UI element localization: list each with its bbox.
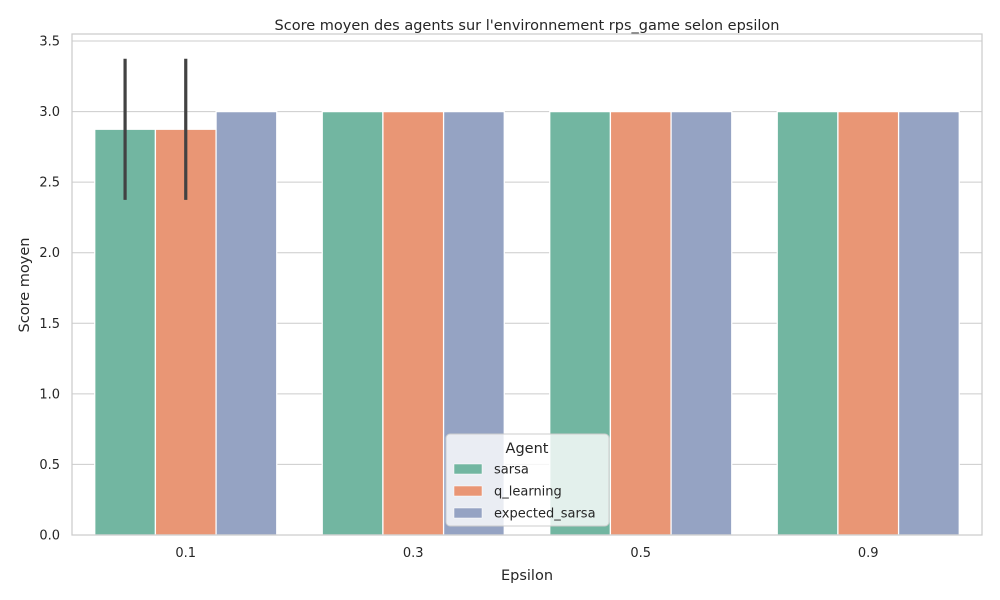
bar-sarsa-0.3 xyxy=(321,110,384,536)
y-tick-label: 1.0 xyxy=(39,387,60,402)
x-tick-label: 0.1 xyxy=(175,546,196,561)
legend-label-expected_sarsa: expected_sarsa xyxy=(494,507,596,522)
bar-q_learning-0.9 xyxy=(837,110,900,536)
legend-swatch-q_learning xyxy=(453,485,483,497)
bar-q_learning-0.5 xyxy=(609,110,672,536)
y-tick-label: 2.5 xyxy=(39,176,60,191)
x-tick-label: 0.3 xyxy=(403,546,424,561)
y-tick-label: 3.0 xyxy=(39,105,60,120)
legend-swatch-sarsa xyxy=(453,463,483,475)
y-tick-label: 0.0 xyxy=(39,529,60,544)
x-tick-label: 0.5 xyxy=(630,546,651,561)
legend-title: Agent xyxy=(506,441,549,457)
legend-swatch-expected_sarsa xyxy=(453,507,483,519)
chart-title: Score moyen des agents sur l'environneme… xyxy=(275,18,780,34)
y-tick-label: 1.5 xyxy=(39,317,60,332)
x-tick-labels: 0.1 0.3 0.5 0.9 xyxy=(175,546,878,561)
bar-sarsa-0.9 xyxy=(776,110,839,536)
bar-q_learning-0.3 xyxy=(382,110,445,536)
bar-expected_sarsa-0.5 xyxy=(670,110,733,536)
error-bars xyxy=(123,58,188,200)
plot-frame xyxy=(71,33,983,536)
y-tick-label: 0.5 xyxy=(39,458,60,473)
legend-label-q_learning: q_learning xyxy=(494,485,562,500)
legend: Agent sarsa q_learning expected_sarsa xyxy=(445,433,610,527)
y-tick-labels: 0.0 0.5 1.0 1.5 2.0 2.5 3.0 3.5 xyxy=(39,35,60,544)
bar-expected_sarsa-0.1 xyxy=(215,110,278,536)
y-axis-label: Score moyen xyxy=(17,238,33,333)
bar-expected_sarsa-0.9 xyxy=(897,110,960,536)
x-axis-label: Epsilon xyxy=(501,568,553,584)
legend-label-sarsa: sarsa xyxy=(494,463,529,478)
x-tick-label: 0.9 xyxy=(858,546,879,561)
y-tick-label: 2.0 xyxy=(39,246,60,261)
y-tick-label: 3.5 xyxy=(39,35,60,50)
legend-box xyxy=(445,433,610,527)
